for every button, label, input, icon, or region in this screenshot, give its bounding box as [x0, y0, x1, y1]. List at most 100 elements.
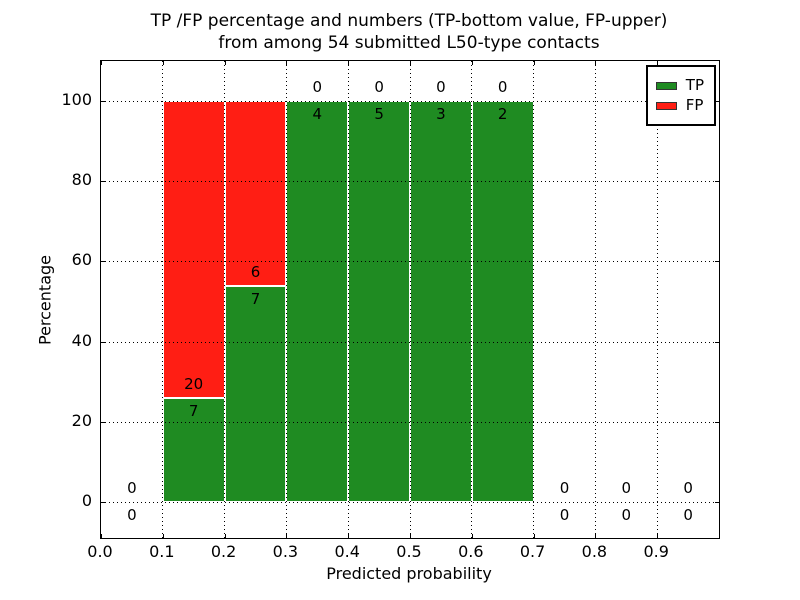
y-tick-label: 80: [71, 170, 92, 190]
x-gridline: [224, 61, 226, 538]
bar-tp-segment: [286, 101, 349, 502]
y-gridline: [101, 421, 719, 423]
y-tick-mark-right: [715, 341, 719, 343]
bar-label-fp: 6: [250, 263, 261, 282]
y-tick-mark: [101, 181, 105, 183]
x-tick-mark-top: [471, 61, 473, 65]
chart-title: TP /FP percentage and numbers (TP-bottom…: [100, 10, 718, 54]
bar-label-fp: 0: [621, 478, 632, 497]
x-tick-label: 0.1: [149, 542, 175, 561]
y-gridline: [101, 341, 719, 343]
x-gridline: [162, 61, 164, 538]
x-tick-mark: [101, 534, 102, 538]
y-tick-mark: [101, 341, 105, 343]
bar-label-fp: 0: [497, 78, 508, 97]
tp-legend-swatch: [655, 81, 677, 90]
bar-label-tp: 2: [497, 105, 508, 124]
x-tick-mark: [348, 534, 350, 538]
x-tick-label: 0.5: [396, 542, 422, 561]
tp-legend-label: TP: [685, 76, 704, 94]
bar-label-fp: 0: [312, 78, 323, 97]
bar-label-tp: 7: [250, 290, 261, 309]
x-tick-mark-top: [657, 61, 659, 65]
bar-label-fp: 0: [683, 478, 693, 497]
bar-label-tp: 0: [621, 505, 632, 524]
legend-item-fp: FP: [655, 96, 704, 114]
x-tick-mark-top: [410, 61, 411, 65]
bar-label-tp: 5: [374, 105, 384, 124]
bar-label-fp: 20: [184, 375, 204, 393]
y-tick-mark: [101, 501, 105, 503]
y-gridline: [101, 181, 719, 183]
x-tick-label: 0.0: [87, 542, 113, 561]
y-tick-mark: [101, 101, 105, 103]
legend: TP FP: [645, 65, 716, 126]
bar-tp-segment: [348, 101, 410, 502]
bar-label-tp: 0: [127, 505, 137, 524]
x-tick-mark: [657, 534, 659, 538]
chart-title-line-2: from among 54 submitted L50-type contact…: [218, 33, 600, 53]
legend-item-tp: TP: [655, 76, 704, 94]
x-gridline: [285, 61, 287, 538]
y-tick-label: 20: [71, 410, 92, 430]
x-axis-label: Predicted probability: [326, 564, 492, 583]
x-gridline: [409, 61, 411, 538]
x-gridline: [471, 61, 473, 538]
y-gridline: [101, 261, 719, 263]
bar-label-tp: 0: [683, 505, 693, 524]
bar-label-tp: 3: [436, 105, 446, 124]
x-tick-label: 0.2: [210, 542, 237, 561]
x-tick-mark-top: [101, 61, 102, 65]
bar-label-tp: 7: [188, 402, 199, 420]
x-tick-mark-top: [595, 61, 597, 65]
x-tick-label: 0.9: [643, 542, 669, 561]
y-tick-label: 40: [71, 330, 92, 350]
x-tick-label: 0.8: [581, 542, 608, 561]
bar-label-fp: 0: [436, 78, 446, 97]
x-tick-mark: [286, 534, 288, 538]
x-tick-label: 0.7: [519, 542, 546, 561]
x-tick-mark: [224, 534, 226, 538]
y-gridline: [101, 501, 719, 503]
bar-label-fp: 0: [559, 478, 570, 497]
x-tick-mark: [410, 534, 411, 538]
x-tick-mark-top: [533, 61, 535, 65]
x-gridline: [347, 61, 349, 538]
x-tick-label: 0.4: [334, 542, 360, 561]
x-tick-label: 0.6: [458, 542, 484, 561]
x-tick-mark-top: [286, 61, 288, 65]
chart-title-line-1: TP /FP percentage and numbers (TP-bottom…: [150, 11, 668, 31]
bar-fp-segment: [162, 101, 225, 398]
fp-legend-label: FP: [685, 96, 704, 114]
y-tick-label: 100: [61, 90, 92, 110]
y-tick-mark: [101, 261, 105, 263]
y-tick-mark-right: [715, 101, 719, 103]
bar-label-fp: 0: [374, 78, 384, 97]
y-tick-mark: [101, 421, 105, 423]
y-tick-mark-right: [715, 181, 719, 183]
bar-tp-segment: [471, 101, 534, 502]
x-tick-mark-top: [162, 61, 164, 65]
x-tick-mark-top: [348, 61, 350, 65]
bar-label-tp: 0: [559, 505, 570, 524]
x-gridline: [594, 61, 596, 538]
y-tick-mark-right: [715, 421, 719, 423]
y-tick-mark-right: [715, 501, 719, 503]
y-tick-mark-right: [715, 261, 719, 263]
bar-label-fp: 0: [127, 478, 137, 497]
y-tick-label: 60: [71, 250, 92, 270]
x-tick-mark: [162, 534, 164, 538]
bar-tp-segment: [410, 101, 472, 502]
fp-legend-swatch: [655, 101, 677, 110]
y-gridline: [101, 101, 719, 103]
x-gridline: [533, 61, 535, 538]
y-tick-label: 0: [81, 490, 92, 510]
bar-label-tp: 4: [312, 105, 323, 124]
x-tick-mark: [533, 534, 535, 538]
bar-fp-segment: [224, 101, 287, 287]
plot-area: TP FP 0 0 20 7 6 7 0 4 0 5 0 3 0 2 0 0 0 0 0 0: [100, 60, 720, 539]
bar-tp-segment: [224, 286, 287, 502]
x-tick-mark-top: [224, 61, 226, 65]
x-gridline: [656, 61, 658, 538]
